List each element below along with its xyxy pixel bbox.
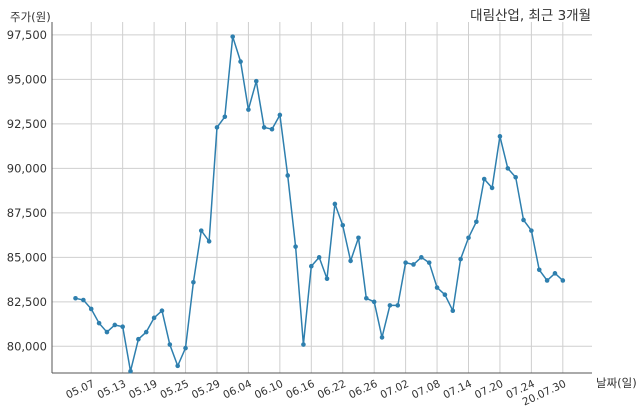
data-point <box>238 59 243 64</box>
data-point <box>348 258 353 264</box>
series-line <box>75 36 564 372</box>
data-point <box>167 342 173 347</box>
y-tick-label: 90,000 <box>7 161 47 175</box>
data-point <box>324 276 330 281</box>
x-tick-label: 05.13 <box>96 378 128 402</box>
data-point <box>544 278 550 283</box>
data-point <box>120 324 125 330</box>
data-point <box>136 336 141 342</box>
x-tick-label: 06.22 <box>316 378 348 402</box>
axes <box>51 22 592 374</box>
y-tick-label: 95,000 <box>7 72 47 86</box>
y-tick-label: 87,500 <box>7 206 47 220</box>
x-tick-label: 06.10 <box>253 378 285 402</box>
data-point <box>529 228 534 233</box>
data-point <box>450 308 456 314</box>
data-point <box>206 239 212 244</box>
y-tick-label: 80,000 <box>7 339 47 353</box>
x-tick-label: 06.04 <box>221 378 254 402</box>
x-tick-label: 07.08 <box>410 378 442 402</box>
y-tick-label: 82,500 <box>7 295 47 309</box>
data-point <box>230 34 235 39</box>
data-point <box>552 271 558 276</box>
data-point <box>112 322 118 328</box>
data-point <box>96 320 102 326</box>
data-point <box>411 262 416 267</box>
data-point <box>403 260 408 265</box>
x-axis-label: 날짜(일) <box>596 376 637 390</box>
data-point <box>293 244 298 249</box>
data-point <box>198 228 204 233</box>
data-point <box>419 255 424 260</box>
data-point <box>466 235 471 241</box>
data-point <box>143 329 149 335</box>
data-point <box>151 315 157 321</box>
data-point <box>159 308 165 314</box>
data-point <box>387 303 393 308</box>
data-point <box>253 78 259 84</box>
data-point <box>222 114 228 120</box>
data-point <box>521 217 526 223</box>
data-point <box>269 126 275 132</box>
x-tick-label: 07.02 <box>379 378 411 402</box>
data-point <box>395 303 401 308</box>
data-point <box>73 295 78 301</box>
y-tick-label: 85,000 <box>7 250 47 264</box>
data-point <box>505 166 511 171</box>
data-point <box>128 368 133 374</box>
x-tick-label: 06.16 <box>284 378 317 402</box>
y-tick-label: 92,500 <box>7 117 47 131</box>
y-axis-label: 주가(원) <box>10 10 51 24</box>
data-point <box>513 174 518 180</box>
data-point <box>458 256 463 262</box>
x-tick-label: 05.25 <box>158 378 190 402</box>
x-tick-label: 05.07 <box>64 378 96 402</box>
x-tick-label: 07.20 <box>473 378 505 402</box>
data-point <box>332 201 338 207</box>
data-point <box>175 363 180 369</box>
data-point <box>497 134 503 139</box>
data-point <box>560 278 566 283</box>
data-point <box>191 279 196 285</box>
data-point <box>261 125 267 130</box>
grid-lines <box>52 22 592 373</box>
data-point <box>183 345 188 351</box>
x-tick-label: 05.29 <box>190 378 222 402</box>
data-point <box>277 112 283 118</box>
data-point <box>434 285 440 290</box>
data-point <box>474 219 479 225</box>
data-point <box>371 299 377 305</box>
x-tick-label: 07.14 <box>441 378 474 402</box>
x-tick-label: 06.26 <box>347 378 380 402</box>
data-point <box>316 255 322 260</box>
data-point <box>426 260 432 265</box>
data-point <box>309 263 314 269</box>
data-point <box>285 173 291 178</box>
data-point <box>379 335 385 340</box>
data-point <box>301 342 306 347</box>
data-point <box>340 223 346 228</box>
data-point <box>246 107 251 112</box>
x-tick-label: 05.19 <box>127 378 159 402</box>
data-point <box>364 295 369 301</box>
chart-title: 대림산업, 최근 3개월 <box>470 8 591 24</box>
data-point <box>356 235 361 241</box>
y-tick-label: 97,500 <box>7 28 47 42</box>
data-point <box>214 125 220 130</box>
data-point <box>104 329 110 335</box>
data-point <box>481 176 487 182</box>
data-point <box>536 267 542 273</box>
price-series <box>73 34 566 374</box>
data-point <box>489 185 495 191</box>
data-point <box>88 306 94 312</box>
data-point <box>81 297 86 303</box>
data-point <box>442 292 448 298</box>
